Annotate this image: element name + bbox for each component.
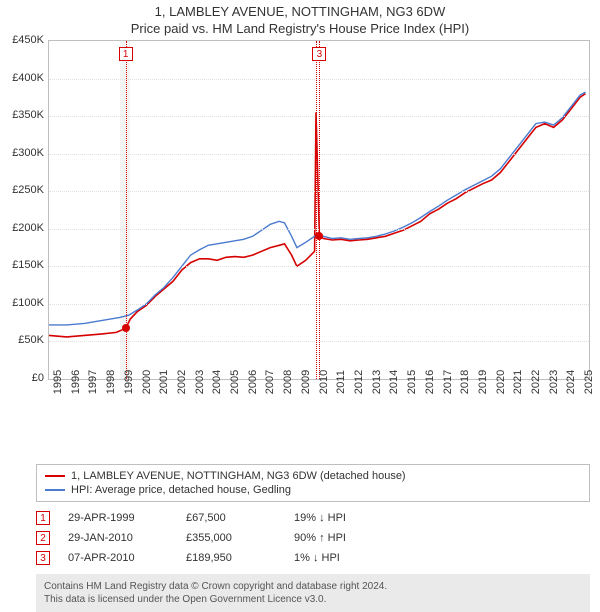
transaction-delta: 90% ↑ HPI — [294, 532, 394, 544]
legend: 1, LAMBLEY AVENUE, NOTTINGHAM, NG3 6DW (… — [36, 464, 590, 502]
transaction-row: 2 29-JAN-2010 £355,000 90% ↑ HPI — [36, 528, 590, 548]
y-tick-label: £300K — [0, 147, 44, 159]
legend-swatch — [45, 489, 65, 491]
transaction-date: 29-JAN-2010 — [68, 532, 168, 544]
transaction-marker: 3 — [36, 551, 50, 565]
y-tick-label: £150K — [0, 259, 44, 271]
chart-plot-area: 13 — [48, 40, 590, 380]
attribution-line: Contains HM Land Registry data © Crown c… — [44, 580, 582, 593]
y-tick-label: £350K — [0, 109, 44, 121]
event-marker-box: 3 — [312, 47, 326, 61]
transaction-table: 1 29-APR-1999 £67,500 19% ↓ HPI 2 29-JAN-2010… — [36, 508, 590, 568]
legend-item: 1, LAMBLEY AVENUE, NOTTINGHAM, NG3 6DW (… — [45, 469, 581, 483]
legend-swatch — [45, 475, 65, 477]
transaction-marker: 1 — [36, 511, 50, 525]
event-marker-dot — [315, 232, 323, 240]
transaction-date: 07-APR-2010 — [68, 552, 168, 564]
page: 1, LAMBLEY AVENUE, NOTTINGHAM, NG3 6DW P… — [0, 0, 600, 590]
titles: 1, LAMBLEY AVENUE, NOTTINGHAM, NG3 6DW P… — [0, 0, 600, 40]
series-line-hpi — [49, 92, 586, 325]
y-tick-label: £250K — [0, 184, 44, 196]
transaction-marker: 2 — [36, 531, 50, 545]
event-marker-box: 1 — [119, 47, 133, 61]
chart-subtitle: Price paid vs. HM Land Registry's House … — [0, 19, 600, 40]
event-vline — [316, 41, 317, 379]
y-tick-label: £400K — [0, 72, 44, 84]
y-tick-label: £200K — [0, 222, 44, 234]
transaction-price: £67,500 — [186, 512, 276, 524]
event-marker-dot — [122, 324, 130, 332]
legend-item: HPI: Average price, detached house, Gedl… — [45, 483, 581, 497]
y-tick-label: £50K — [0, 334, 44, 346]
x-tick-label: 2025 — [583, 370, 600, 394]
transaction-price: £355,000 — [186, 532, 276, 544]
transaction-date: 29-APR-1999 — [68, 512, 168, 524]
y-tick-label: £450K — [0, 34, 44, 46]
y-tick-label: £100K — [0, 297, 44, 309]
attribution-line: This data is licensed under the Open Gov… — [44, 593, 582, 606]
legend-label: 1, LAMBLEY AVENUE, NOTTINGHAM, NG3 6DW (… — [71, 470, 406, 482]
transaction-price: £189,950 — [186, 552, 276, 564]
attribution: Contains HM Land Registry data © Crown c… — [36, 574, 590, 612]
legend-label: HPI: Average price, detached house, Gedl… — [71, 484, 291, 496]
event-vline — [319, 41, 320, 379]
transaction-row: 3 07-APR-2010 £189,950 1% ↓ HPI — [36, 548, 590, 568]
chart-title: 1, LAMBLEY AVENUE, NOTTINGHAM, NG3 6DW — [0, 0, 600, 19]
x-axis-labels: 1995199619971998199920002001200220032004… — [48, 380, 590, 420]
series-line-price_paid — [49, 94, 586, 337]
y-axis-labels: £0£50K£100K£150K£200K£250K£300K£350K£400… — [0, 40, 46, 380]
transaction-delta: 19% ↓ HPI — [294, 512, 394, 524]
transaction-row: 1 29-APR-1999 £67,500 19% ↓ HPI — [36, 508, 590, 528]
transaction-delta: 1% ↓ HPI — [294, 552, 394, 564]
